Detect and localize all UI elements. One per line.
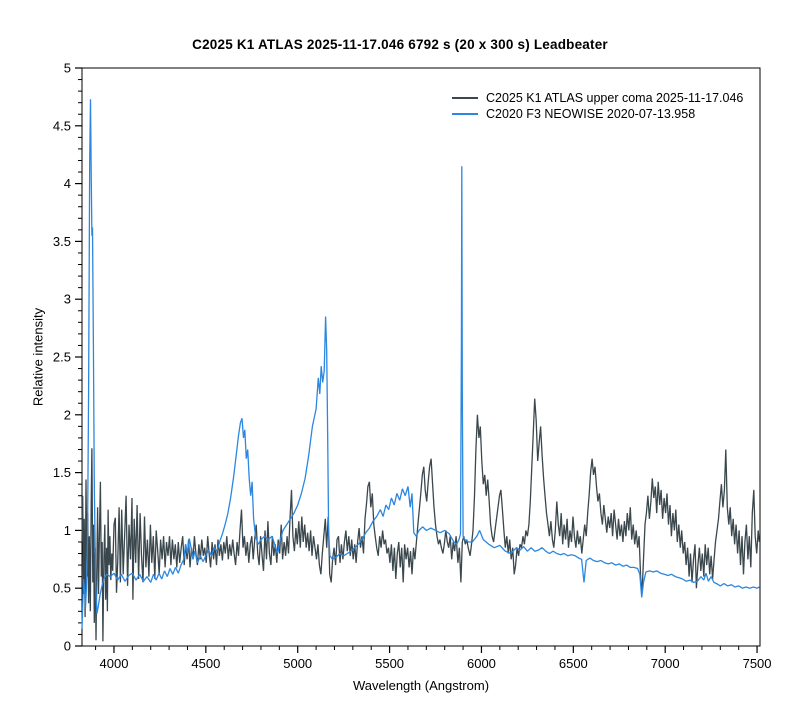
legend-row-neowise: C2020 F3 NEOWISE 2020-07-13.958 — [452, 106, 743, 122]
x-tick-label: 7000 — [651, 656, 680, 671]
y-axis-label: Relative intensity — [30, 307, 46, 407]
x-tick-label: 7500 — [743, 656, 772, 671]
atlas-line-swatch — [452, 97, 478, 99]
y-tick-label: 4.5 — [53, 118, 71, 133]
x-tick-label: 6500 — [559, 656, 588, 671]
y-tick-label: 1 — [64, 523, 71, 538]
series-line-neowise — [81, 99, 760, 629]
legend: C2025 K1 ATLAS upper coma 2025-11-17.046… — [452, 90, 743, 122]
y-tick-label: 3.5 — [53, 234, 71, 249]
series-line-atlas — [81, 398, 760, 642]
y-axis-ticks: 0 0.5 1 1.5 2 2.5 3 3.5 4 4.5 5 — [53, 61, 82, 654]
y-tick-label: 3 — [64, 292, 71, 307]
x-axis-ticks: 4000 4500 5000 5500 6000 6500 7000 7500 — [95, 646, 772, 671]
y-tick-label: 2.5 — [53, 350, 71, 365]
legend-row-atlas: C2025 K1 ATLAS upper coma 2025-11-17.046 — [452, 90, 743, 106]
neowise-line-swatch — [452, 113, 478, 115]
x-tick-label: 6000 — [467, 656, 496, 671]
x-tick-label: 4500 — [191, 656, 220, 671]
x-tick-label: 4000 — [100, 656, 129, 671]
y-tick-label: 2 — [64, 407, 71, 422]
plot-title: C2025 K1 ATLAS 2025-11-17.046 6792 s (20… — [192, 37, 608, 52]
x-tick-label: 5500 — [375, 656, 404, 671]
x-axis-label: Wavelength (Angstrom) — [352, 678, 490, 693]
y-tick-label: 4 — [64, 176, 71, 191]
y-tick-label: 1.5 — [53, 465, 71, 480]
y-tick-label: 0 — [64, 639, 71, 654]
y-tick-label: 5 — [64, 61, 71, 76]
y-tick-label: 0.5 — [53, 581, 71, 596]
legend-label-neowise: C2020 F3 NEOWISE 2020-07-13.958 — [486, 107, 696, 121]
legend-label-atlas: C2025 K1 ATLAS upper coma 2025-11-17.046 — [486, 91, 744, 105]
x-tick-label: 5000 — [283, 656, 312, 671]
